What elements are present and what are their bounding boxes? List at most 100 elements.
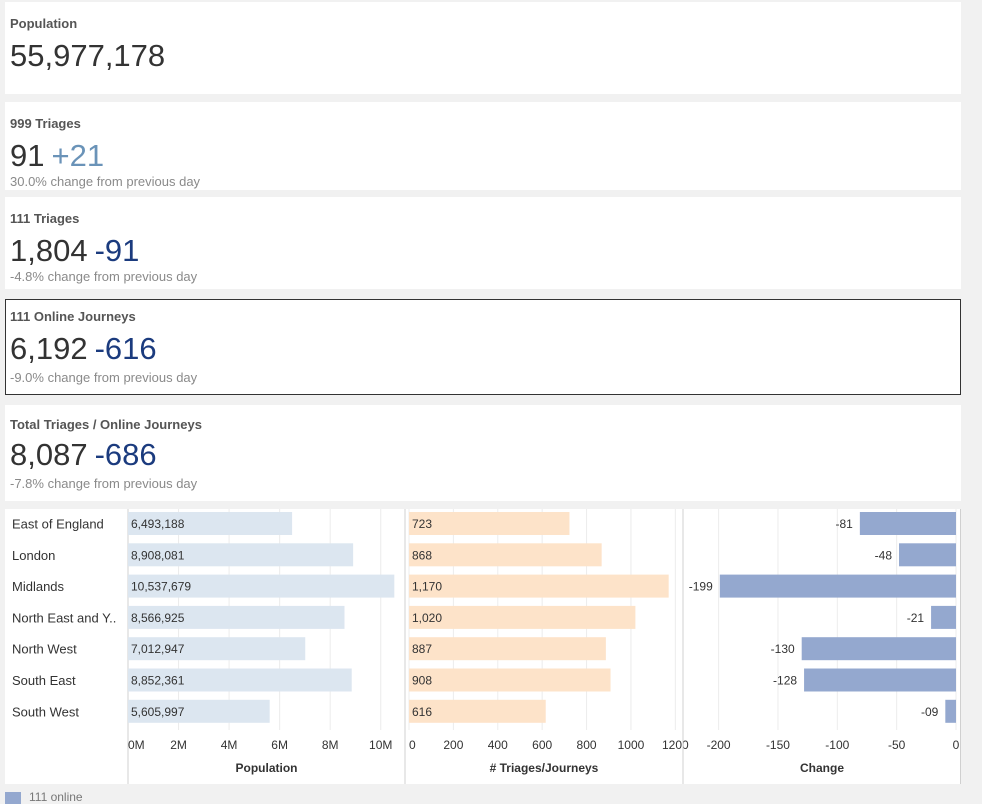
bar bbox=[409, 605, 636, 629]
region-charts: East of England London Midlands North East … bbox=[5, 509, 961, 784]
bar bbox=[719, 574, 956, 598]
bar bbox=[128, 668, 352, 692]
total-change: -686 bbox=[94, 437, 157, 472]
bar bbox=[409, 574, 669, 598]
online-111-card[interactable]: 111 Online Journeys 6,192 -616 -9.0% chan… bbox=[5, 299, 961, 395]
bar bbox=[128, 574, 395, 598]
bar-value-label: -199 bbox=[689, 580, 713, 594]
bar bbox=[409, 699, 546, 723]
bar-value-label: 723 bbox=[412, 517, 432, 531]
bar bbox=[931, 605, 956, 629]
bar bbox=[859, 512, 956, 535]
population-value: 55,977,178 bbox=[10, 38, 166, 73]
bar-value-label: 1,020 bbox=[412, 611, 442, 625]
bar bbox=[128, 637, 306, 661]
bar-value-label: 887 bbox=[412, 642, 432, 656]
tick-label: 0 bbox=[409, 738, 416, 752]
tick-label: 200 bbox=[443, 738, 463, 752]
region-label: London bbox=[12, 548, 55, 563]
bar bbox=[409, 668, 611, 692]
tick-label: 800 bbox=[577, 738, 597, 752]
online-111-value: 6,192 bbox=[10, 331, 88, 366]
bar-value-label: 8,852,361 bbox=[131, 674, 185, 688]
bar-value-label: 1,170 bbox=[412, 580, 442, 594]
axis-title: Change bbox=[800, 761, 844, 775]
online-111-value-row: 6,192 -616 bbox=[10, 331, 157, 373]
bar-value-label: -21 bbox=[907, 611, 925, 625]
triage-111-value: 1,804 bbox=[10, 233, 88, 268]
total-title: Total Triages / Online Journeys bbox=[10, 417, 202, 432]
tick-label: -200 bbox=[707, 738, 731, 752]
bar bbox=[128, 699, 270, 723]
region-label: East of England bbox=[12, 517, 104, 532]
bar-value-label: -09 bbox=[921, 705, 939, 719]
bar-value-label: 10,537,679 bbox=[131, 580, 191, 594]
bar-value-label: 5,605,997 bbox=[131, 705, 185, 719]
online-111-title: 111 Online Journeys bbox=[10, 309, 136, 324]
bar-value-label: 8,908,081 bbox=[131, 548, 185, 562]
region-label: South East bbox=[12, 673, 76, 688]
triage-999-card[interactable]: 999 Triages 91 +21 30.0% change from prev… bbox=[5, 102, 961, 190]
triage-111-subtitle: -4.8% change from previous day bbox=[10, 269, 198, 284]
tick-label: 4M bbox=[221, 738, 238, 752]
triage-111-title: 111 Triages bbox=[10, 211, 80, 226]
online-111-change: -616 bbox=[94, 331, 157, 366]
tick-label: 2M bbox=[170, 738, 187, 752]
tick-label: 8M bbox=[322, 738, 339, 752]
tick-label: 600 bbox=[532, 738, 552, 752]
tick-label: 1200 bbox=[662, 738, 689, 752]
tick-label: 10M bbox=[369, 738, 392, 752]
online-111-subtitle: -9.0% change from previous day bbox=[10, 370, 198, 385]
bar-value-label: -130 bbox=[771, 642, 795, 656]
tick-label: 0M bbox=[128, 738, 145, 752]
region-label: North West bbox=[12, 642, 77, 657]
bar-value-label: 6,493,188 bbox=[131, 517, 185, 531]
region-label: North East and Y.. bbox=[12, 610, 116, 625]
region-bar-charts-svg: East of England London Midlands North East … bbox=[12, 509, 961, 784]
tick-label: 6M bbox=[271, 738, 288, 752]
triage-999-title: 999 Triages bbox=[10, 116, 81, 131]
tick-label: 1000 bbox=[618, 738, 645, 752]
legend: 111 online bbox=[5, 790, 83, 804]
population-title: Population bbox=[10, 16, 78, 31]
triage-999-value-row: 91 +21 bbox=[10, 138, 104, 180]
legend-swatch bbox=[5, 791, 21, 804]
total-card[interactable]: Total Triages / Online Journeys 8,087 -68… bbox=[5, 405, 961, 501]
bar-value-label: -128 bbox=[773, 674, 797, 688]
bar bbox=[128, 605, 345, 629]
tick-label: 0 bbox=[953, 738, 960, 752]
bar-value-label: 7,012,947 bbox=[131, 642, 185, 656]
bar bbox=[409, 637, 606, 661]
bar-value-label: 868 bbox=[412, 548, 432, 562]
bar bbox=[945, 699, 956, 723]
triage-111-value-row: 1,804 -91 bbox=[10, 233, 139, 275]
bar bbox=[128, 543, 354, 567]
triage-999-subtitle: 30.0% change from previous day bbox=[10, 174, 201, 189]
triage-999-change: +21 bbox=[51, 138, 105, 173]
bar bbox=[899, 543, 956, 567]
bar-value-label: 908 bbox=[412, 674, 432, 688]
bar-value-label: 8,566,925 bbox=[131, 611, 185, 625]
tick-label: 400 bbox=[488, 738, 508, 752]
total-value-row: 8,087 -686 bbox=[10, 437, 157, 479]
bar-value-label: 616 bbox=[412, 705, 432, 719]
tick-label: -50 bbox=[888, 738, 906, 752]
axis-title: # Triages/Journeys bbox=[490, 761, 599, 775]
region-label: South West bbox=[12, 704, 79, 719]
triage-999-value: 91 bbox=[10, 138, 45, 173]
bar bbox=[804, 668, 956, 692]
legend-label: 111 online bbox=[29, 790, 83, 804]
triage-111-change: -91 bbox=[94, 233, 140, 268]
triage-111-card[interactable]: 111 Triages 1,804 -91 -4.8% change from p… bbox=[5, 197, 961, 289]
bar-value-label: -48 bbox=[875, 548, 893, 562]
bar bbox=[409, 512, 570, 535]
bar bbox=[128, 512, 293, 535]
population-card[interactable]: Population 55,977,178 bbox=[5, 2, 961, 94]
tick-label: -100 bbox=[825, 738, 849, 752]
total-subtitle: -7.8% change from previous day bbox=[10, 476, 198, 491]
bar-value-label: -81 bbox=[836, 517, 854, 531]
region-label: Midlands bbox=[12, 579, 65, 594]
tick-label: -150 bbox=[766, 738, 790, 752]
bar bbox=[409, 543, 602, 567]
bar bbox=[801, 637, 956, 661]
